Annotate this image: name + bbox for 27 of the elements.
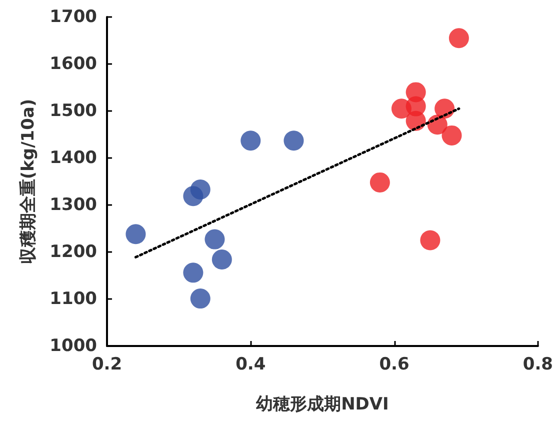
x-tick-label: 0.8 bbox=[522, 354, 554, 374]
y-axis-title: 収穫期全重(kg/10a) bbox=[18, 98, 38, 264]
point bbox=[406, 110, 426, 131]
x-tick-label: 0.4 bbox=[236, 354, 266, 374]
y-tick-label: 1500 bbox=[50, 101, 98, 121]
x-axis-title: 幼穂形成期NDVI bbox=[256, 394, 389, 414]
point bbox=[190, 288, 210, 309]
y-tick-label: 1600 bbox=[50, 54, 98, 74]
y-tick-label: 1300 bbox=[50, 195, 98, 215]
y-tick-label: 1000 bbox=[50, 336, 98, 356]
x-tick-label: 0.2 bbox=[92, 354, 122, 374]
point bbox=[284, 130, 304, 151]
point bbox=[240, 130, 261, 151]
y-tick-label: 1700 bbox=[50, 7, 98, 27]
point bbox=[183, 262, 204, 283]
point bbox=[442, 125, 462, 146]
point bbox=[420, 230, 440, 250]
y-tick-label: 1200 bbox=[50, 242, 98, 262]
point bbox=[448, 28, 469, 48]
point bbox=[190, 179, 210, 200]
point bbox=[212, 250, 232, 270]
y-tick-label: 1400 bbox=[50, 148, 98, 168]
point bbox=[204, 229, 225, 250]
x-tick-label: 0.6 bbox=[379, 354, 410, 374]
point bbox=[126, 224, 146, 244]
point bbox=[370, 172, 390, 192]
y-tick-label: 1100 bbox=[50, 289, 98, 309]
